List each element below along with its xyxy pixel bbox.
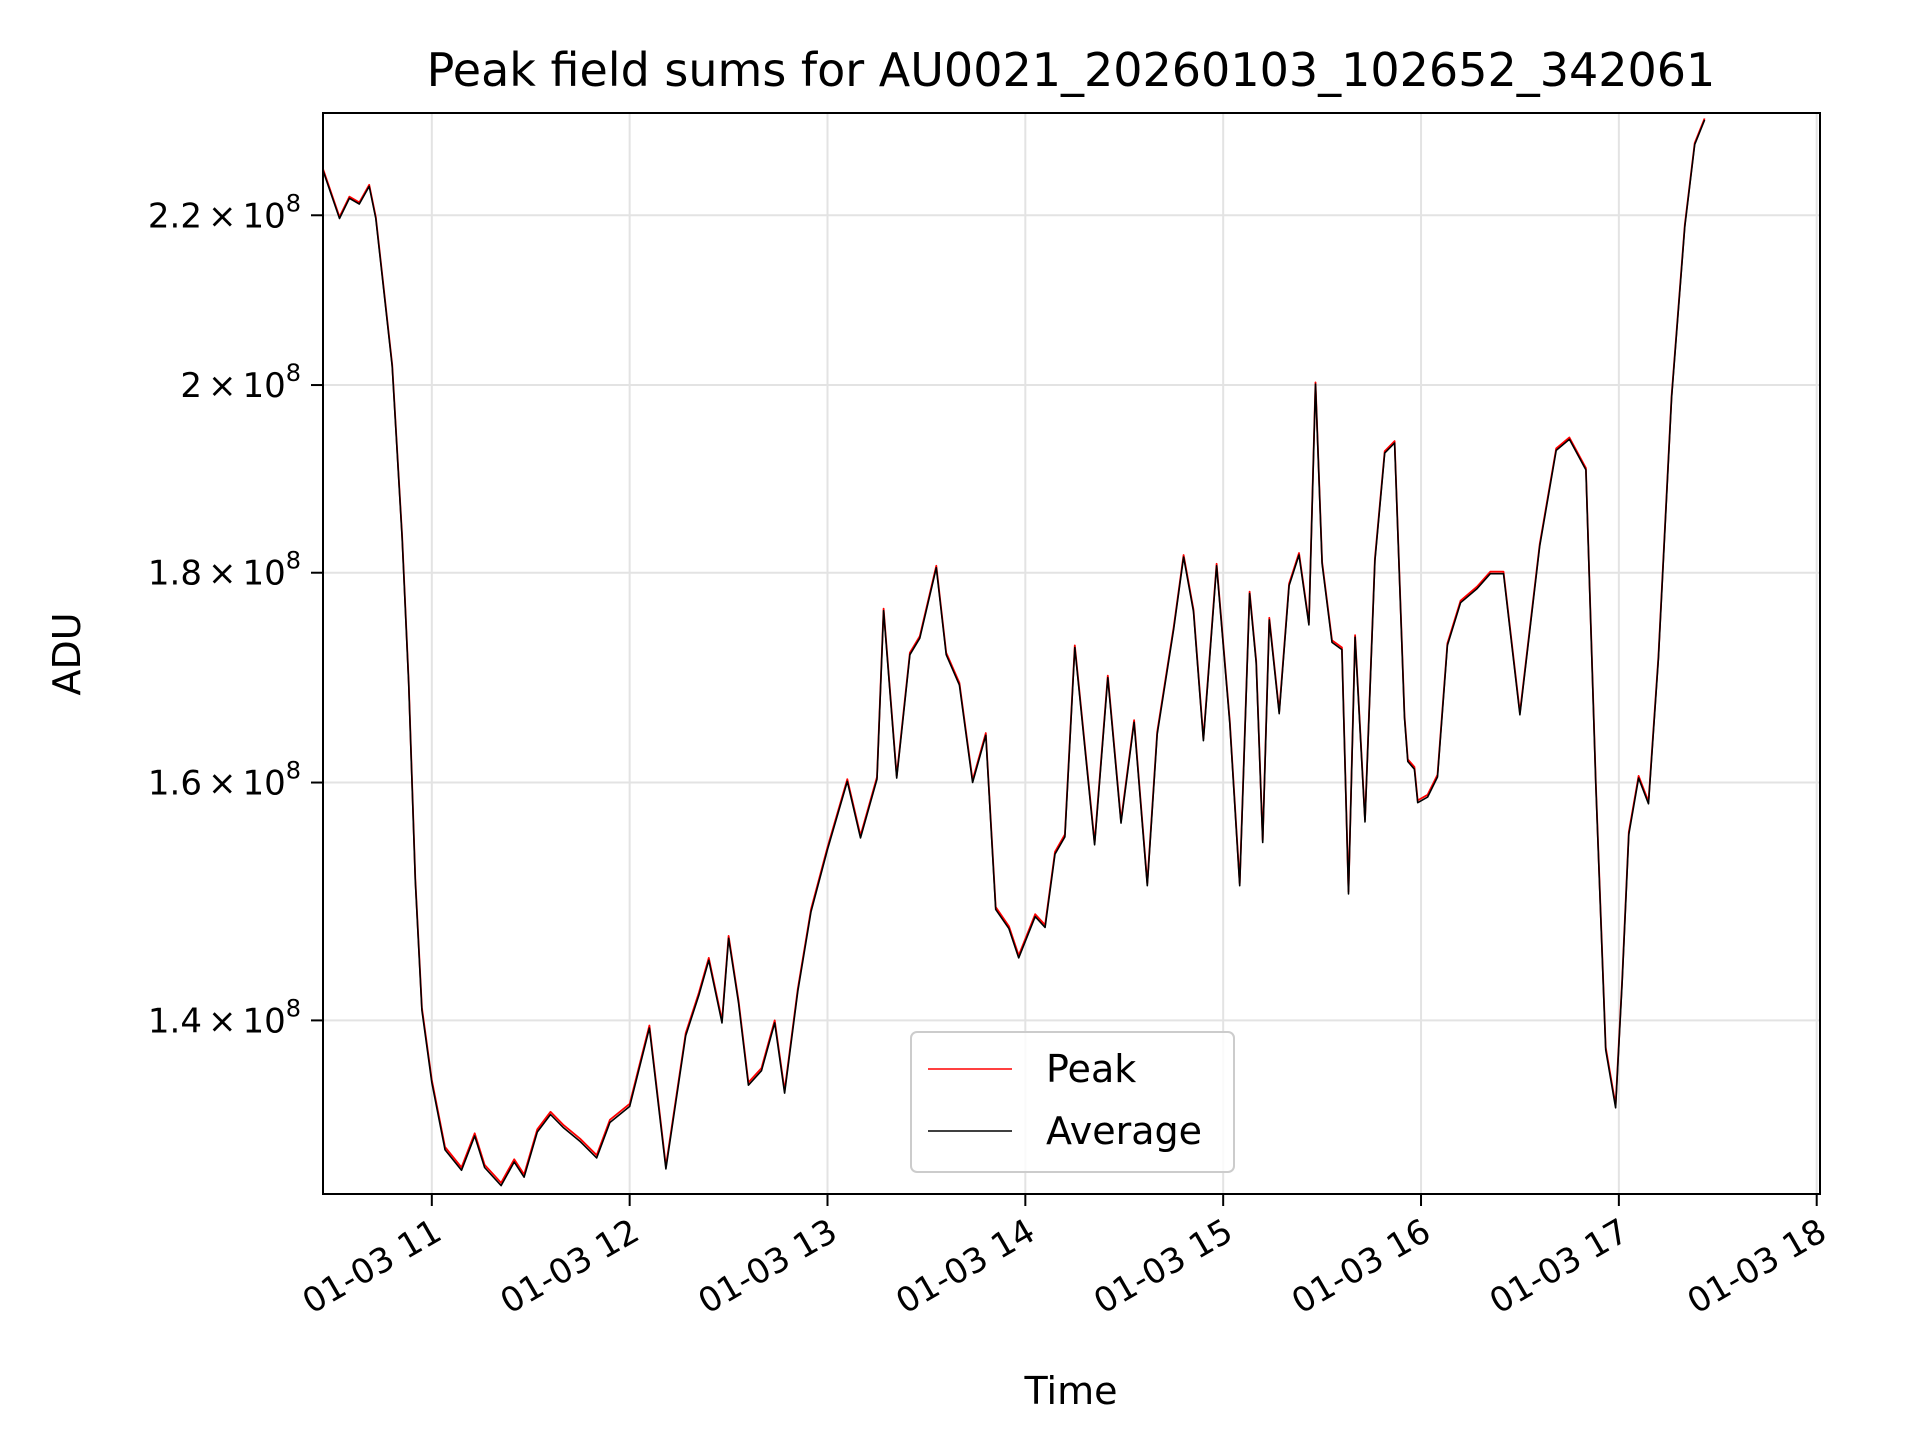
y-tick-base: 10 — [242, 554, 285, 594]
y-tick-times: × — [208, 764, 237, 804]
y-tick-times: × — [208, 366, 237, 406]
y-tick-base: 10 — [242, 764, 285, 804]
series-line-average — [322, 119, 1706, 1187]
gridlines — [323, 113, 1820, 1194]
y-tick-mantissa: 2 — [180, 366, 202, 406]
y-tick-exp: 8 — [286, 994, 301, 1022]
chart-title: Peak field sums for AU0021_20260103_1026… — [427, 43, 1716, 97]
legend-label-average: Average — [1046, 1109, 1202, 1153]
y-tick-label: 2 × 108 — [180, 359, 301, 406]
y-tick-exp: 8 — [286, 757, 301, 785]
y-tick-times: × — [208, 196, 237, 236]
legend-label-peak: Peak — [1046, 1047, 1136, 1091]
y-tick-label: 1.8 × 108 — [148, 547, 301, 594]
y-tick-label: 1.6 × 108 — [148, 757, 301, 804]
plot-frame — [322, 112, 1821, 1195]
y-tick-base: 10 — [242, 366, 285, 406]
y-tick-base: 10 — [242, 1001, 285, 1041]
y-tick-mantissa: 1.8 — [148, 554, 202, 594]
y-tick-exp: 8 — [286, 359, 301, 387]
legend-box — [910, 1031, 1235, 1173]
y-tick-label: 1.4 × 108 — [148, 994, 301, 1041]
y-tick-exp: 8 — [286, 547, 301, 575]
y-tick-mantissa: 1.6 — [148, 764, 202, 804]
y-tick-exp: 8 — [286, 189, 301, 217]
y-tick-times: × — [208, 554, 237, 594]
x-axis-label: Time — [1024, 1369, 1118, 1413]
y-tick-base: 10 — [242, 196, 285, 236]
y-tick-times: × — [208, 1001, 237, 1041]
series-lines — [322, 118, 1706, 1187]
y-tick-label: 2.2 × 108 — [148, 189, 301, 236]
y-tick-mantissa: 2.2 — [148, 196, 202, 236]
legend: Peak Average — [910, 1031, 1235, 1173]
y-tick-mantissa: 1.4 — [148, 1001, 202, 1041]
y-axis-label: ADU — [45, 612, 89, 695]
